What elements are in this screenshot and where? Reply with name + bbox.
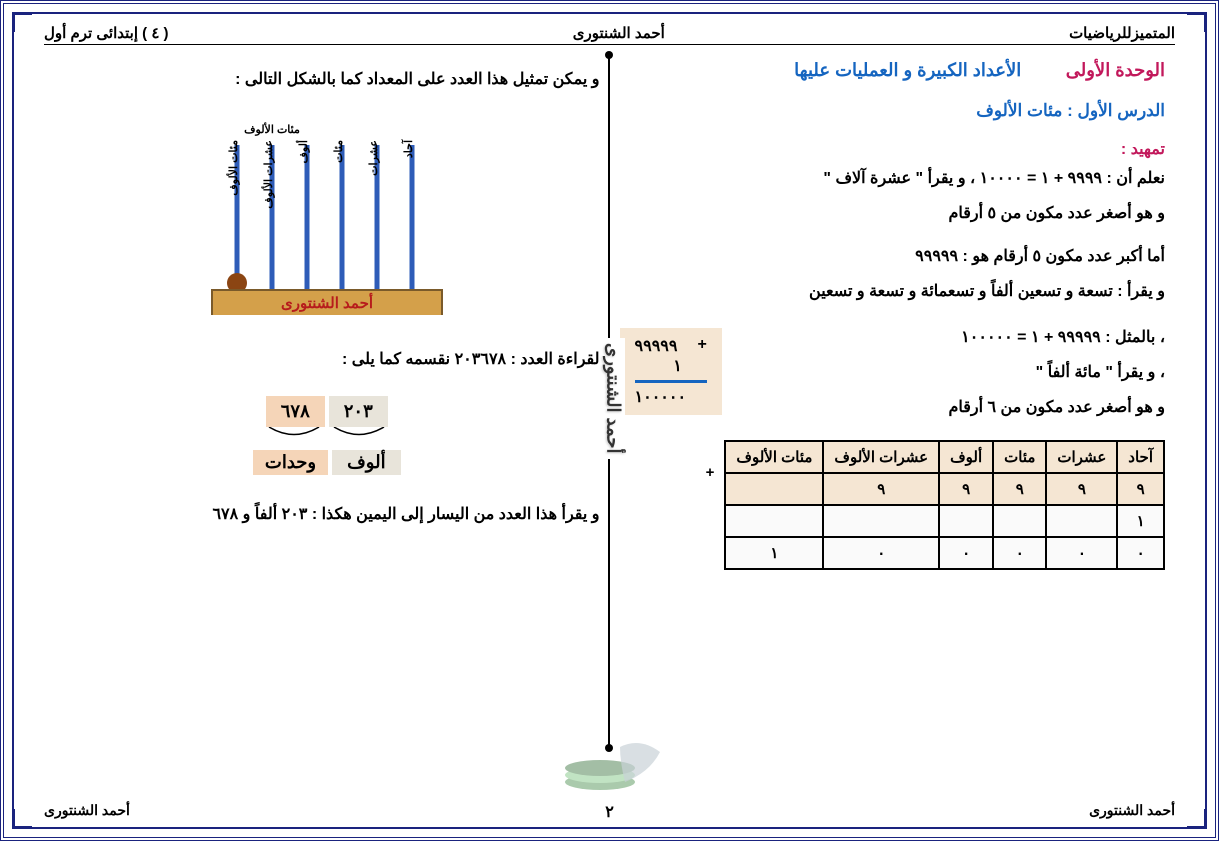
add-plus: + <box>697 336 706 356</box>
add-result: ١٠٠٠٠٠ <box>635 387 707 407</box>
r3c2: ٠ <box>993 537 1046 569</box>
unit-label: الوحدة الأولى <box>1066 60 1165 80</box>
rod-lbl-1: عشرات <box>368 140 380 176</box>
footer-left: أحمد الشنتورى <box>44 802 130 819</box>
header-center: أحمد الشنتورى <box>573 24 665 42</box>
rod-lbl-0: آحاد <box>401 139 415 158</box>
page-number: ٢ <box>605 802 614 822</box>
line-5c: و هو أصغر عدد مكون من ٦ أرقام <box>742 393 1165 423</box>
line-2: و هو أصغر عدد مكون من ٥ أرقام <box>620 199 1166 229</box>
r2c3 <box>939 505 993 537</box>
r3c4: ٠ <box>823 537 939 569</box>
rod-lbl-2: مئات <box>333 140 345 163</box>
footer-right: أحمد الشنتورى <box>1089 802 1175 819</box>
th-2: مئات <box>993 441 1046 473</box>
watermark-icon <box>550 727 690 807</box>
r1c1: ٩ <box>1046 473 1117 505</box>
th-0: آحاد <box>1117 441 1164 473</box>
split-left: ٢٠٣ <box>329 396 388 427</box>
line-3: أما أكبر عدد مكون ٥ أرقام هو : ٩٩٩٩٩ <box>620 242 1166 272</box>
split-left-label: ألوف <box>332 450 400 475</box>
rod-lbl-3: ألوف <box>296 140 310 164</box>
left-column: و يمكن تمثيل هذا العدد على المعداد كما ب… <box>44 45 610 778</box>
rod-lbl-4: عشرات الألوف <box>261 140 275 209</box>
r1c5 <box>725 473 823 505</box>
line-4: و يقرأ : تسعة و تسعين ألفاً و تسعمائة و … <box>620 277 1166 307</box>
line-5b: ، و يقرأ " مائة ألفاً " <box>742 358 1165 388</box>
content-area: أحمد الشنتورى الوحدة الأولى الأعداد الكب… <box>44 45 1175 778</box>
r2c1 <box>1046 505 1117 537</box>
line-1: نعلم أن : ٩٩٩٩ + ١ = ١٠٠٠٠ ، و يقرأ " عش… <box>620 164 1166 194</box>
unit-topic: الأعداد الكبيرة و العمليات عليها <box>794 60 1021 80</box>
center-watermark-label: أحمد الشنتورى <box>603 338 625 458</box>
r2c0: ١ <box>1117 505 1164 537</box>
r3c5: ١ <box>725 537 823 569</box>
r1c3: ٩ <box>939 473 993 505</box>
table-plus: + <box>696 441 726 505</box>
rod-lbl-5: مئات الألوف <box>226 140 240 196</box>
th-3: ألوف <box>939 441 993 473</box>
split-right-label: وحدات <box>253 450 328 475</box>
preface-label: تمهيد : <box>620 139 1166 159</box>
page-frame: المتميزللرياضيات أحمد الشنتورى ( ٤ ) إبت… <box>0 0 1219 841</box>
r3c0: ٠ <box>1117 537 1164 569</box>
abacus-diagram: مئات الألوف آحاد عشرات مئات ألوف <box>54 115 600 315</box>
rod-label-5: مئات الألوف <box>244 122 300 136</box>
header-left: ( ٤ ) إبتدائى ترم أول <box>44 24 169 42</box>
inner-frame: المتميزللرياضيات أحمد الشنتورى ( ٤ ) إبت… <box>12 12 1207 829</box>
abacus-svg: مئات الألوف آحاد عشرات مئات ألوف <box>187 115 467 315</box>
number-split: ٢٠٣٦٧٨ ألوفوحدات <box>54 396 600 475</box>
r2c2 <box>993 505 1046 537</box>
r3c3: ٠ <box>939 537 993 569</box>
header-right: المتميزللرياضيات <box>1069 24 1175 42</box>
add-mid: ١ <box>635 356 707 376</box>
abacus-intro: و يمكن تمثيل هذا العدد على المعداد كما ب… <box>54 65 600 95</box>
r2c4 <box>823 505 939 537</box>
line-5a: ، بالمثل : ٩٩٩٩٩ + ١ = ١٠٠٠٠٠ <box>742 323 1165 353</box>
lesson-title: الدرس الأول : مئات الألوف <box>620 101 1166 121</box>
abacus-base-label: أحمد الشنتورى <box>281 292 373 312</box>
split-right: ٦٧٨ <box>266 396 325 427</box>
place-value-table: آحاد عشرات مئات ألوف عشرات الألوف مئات ا… <box>696 440 1165 570</box>
right-column: الوحدة الأولى الأعداد الكبيرة و العمليات… <box>610 45 1176 778</box>
add-top: ٩٩٩٩٩ <box>635 336 678 356</box>
r3c1: ٠ <box>1046 537 1117 569</box>
reading-line: و يقرأ هذا العدد من اليسار إلى اليمين هك… <box>54 500 600 530</box>
addition-box: ٩٩٩٩٩ + ١ ١٠٠٠٠٠ <box>620 328 722 415</box>
th-4: عشرات الألوف <box>823 441 939 473</box>
r1c2: ٩ <box>993 473 1046 505</box>
th-5: مئات الألوف <box>725 441 823 473</box>
r1c0: ٩ <box>1117 473 1164 505</box>
th-1: عشرات <box>1046 441 1117 473</box>
r2c5 <box>725 505 823 537</box>
r1c4: ٩ <box>823 473 939 505</box>
reading-intro: لقراءة العدد : ٢٠٣٦٧٨ نقسمه كما يلى : <box>54 345 600 375</box>
header-bar: المتميزللرياضيات أحمد الشنتورى ( ٤ ) إبت… <box>44 24 1175 45</box>
